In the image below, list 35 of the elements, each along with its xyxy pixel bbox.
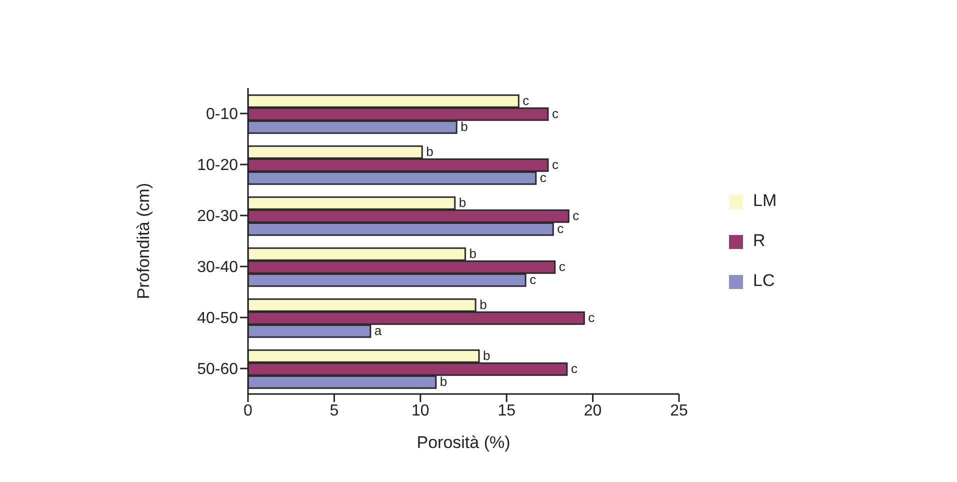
data-label: c <box>558 259 566 274</box>
data-label: c <box>552 106 559 122</box>
data-label: c <box>522 93 530 108</box>
data-label: c <box>552 157 559 172</box>
y-tick-label: 50-60 <box>197 361 238 378</box>
data-label: b <box>480 297 487 312</box>
legend-label: LM <box>753 191 777 210</box>
x-tick-label: 15 <box>498 402 516 420</box>
data-label: b <box>426 144 434 160</box>
data-label: c <box>530 272 537 288</box>
y-tick-label: 10-20 <box>197 157 238 174</box>
y-tick-label: 30-40 <box>197 259 238 276</box>
legend-label: R <box>753 231 766 250</box>
data-label: c <box>570 361 578 376</box>
x-axis-title: Porosità (%) <box>416 433 510 452</box>
data-label: b <box>460 119 468 134</box>
data-label: b <box>469 246 476 262</box>
data-label: c <box>572 208 580 224</box>
y-tick-label: 40-50 <box>197 310 238 328</box>
legend-label: LC <box>753 271 775 290</box>
x-tick-label: 5 <box>330 402 339 420</box>
data-label: b <box>440 374 448 390</box>
data-label: a <box>374 323 382 338</box>
data-label: c <box>588 310 596 326</box>
x-tick-label: 20 <box>584 402 602 420</box>
data-label: c <box>540 170 547 186</box>
data-label: b <box>483 348 490 364</box>
y-tick-label: 20-30 <box>197 208 238 226</box>
x-tick-label: 0 <box>244 402 253 420</box>
x-tick-label: 10 <box>412 402 430 420</box>
data-label: b <box>458 195 466 210</box>
data-label: c <box>557 221 564 236</box>
y-tick-label: 0-10 <box>206 106 238 124</box>
x-tick-label: 25 <box>670 402 688 420</box>
y-axis-title: Profondità (cm) <box>134 182 154 300</box>
